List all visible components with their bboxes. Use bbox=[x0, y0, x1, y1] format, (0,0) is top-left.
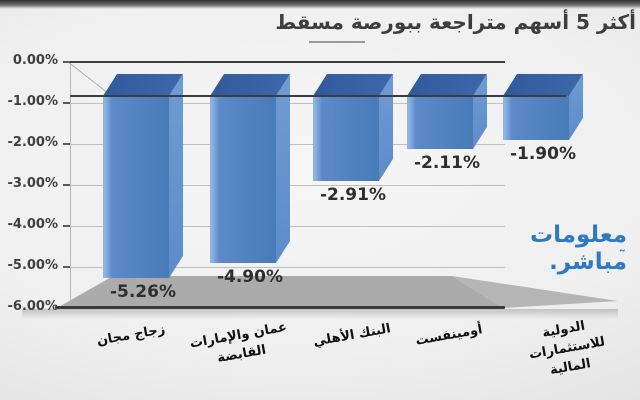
bar-value-label: -4.90% bbox=[216, 267, 284, 287]
chart-floor-shadow bbox=[22, 309, 618, 319]
bar-top-face bbox=[313, 74, 393, 96]
bar-front-face bbox=[210, 96, 276, 263]
x-axis-front-line bbox=[55, 306, 505, 309]
bar-front-face bbox=[103, 96, 169, 278]
bar-value-label: -1.90% bbox=[509, 144, 577, 164]
category-label: البنك الأهلي bbox=[312, 321, 392, 350]
bar-top-face bbox=[407, 74, 487, 96]
watermark-line2: مباشر. bbox=[549, 249, 627, 275]
bar-side-face bbox=[473, 74, 487, 149]
category-label: أومينفست bbox=[414, 322, 484, 349]
bar-side-face bbox=[379, 74, 393, 181]
y-axis-tickmark bbox=[63, 102, 70, 104]
category-label: زجاج مجان bbox=[95, 322, 167, 349]
bar bbox=[210, 74, 290, 263]
bar-top-face bbox=[103, 74, 183, 96]
y-tick-label: -3.00% bbox=[7, 176, 59, 191]
y-tick-label: -6.00% bbox=[7, 299, 59, 314]
bar-side-face bbox=[569, 74, 583, 140]
watermark-logo: معلومات مباشر. bbox=[529, 222, 628, 276]
bar-side-face bbox=[276, 74, 290, 263]
bar bbox=[313, 74, 393, 181]
bar-value-label: -5.26% bbox=[109, 282, 177, 302]
y-axis-tickmark bbox=[63, 266, 70, 268]
y-tick-label: -1.00% bbox=[7, 94, 59, 109]
chart-title: أكثر 5 أسهم متراجعة ببورصة مسقط bbox=[275, 10, 636, 34]
bar-top-face bbox=[503, 74, 583, 96]
y-axis-tickmark bbox=[63, 225, 70, 227]
watermark-tilde: ˜ bbox=[618, 247, 627, 265]
bar-front-face bbox=[503, 96, 569, 140]
y-axis-tickmark bbox=[63, 184, 70, 186]
category-label: عمان والإمارات القابضة bbox=[188, 319, 289, 367]
bar-top-face bbox=[210, 74, 290, 96]
bar bbox=[103, 74, 183, 278]
bar bbox=[407, 74, 487, 149]
bar-side-face bbox=[169, 74, 183, 278]
zero-line-back bbox=[70, 61, 505, 63]
bar-value-label: -2.11% bbox=[413, 153, 481, 173]
y-tick-label: -5.00% bbox=[7, 258, 59, 273]
category-label: الدولية للاستثمارات المالية bbox=[527, 318, 607, 379]
y-tick-label: -4.00% bbox=[7, 217, 59, 232]
y-axis-tickmark bbox=[63, 143, 70, 145]
title-underline bbox=[309, 41, 365, 43]
watermark-line1: معلومات bbox=[529, 222, 628, 248]
y-tick-label: 0.00% bbox=[12, 53, 58, 68]
bar bbox=[503, 74, 583, 140]
bar-front-face bbox=[313, 96, 379, 181]
y-axis-tickmark bbox=[63, 61, 70, 63]
bar-front-face bbox=[407, 96, 473, 149]
bar-value-label: -2.91% bbox=[319, 185, 387, 205]
zero-line-front bbox=[70, 95, 566, 97]
gridline bbox=[70, 267, 505, 268]
y-tick-label: -2.00% bbox=[7, 135, 59, 150]
top-border bbox=[0, 0, 640, 9]
